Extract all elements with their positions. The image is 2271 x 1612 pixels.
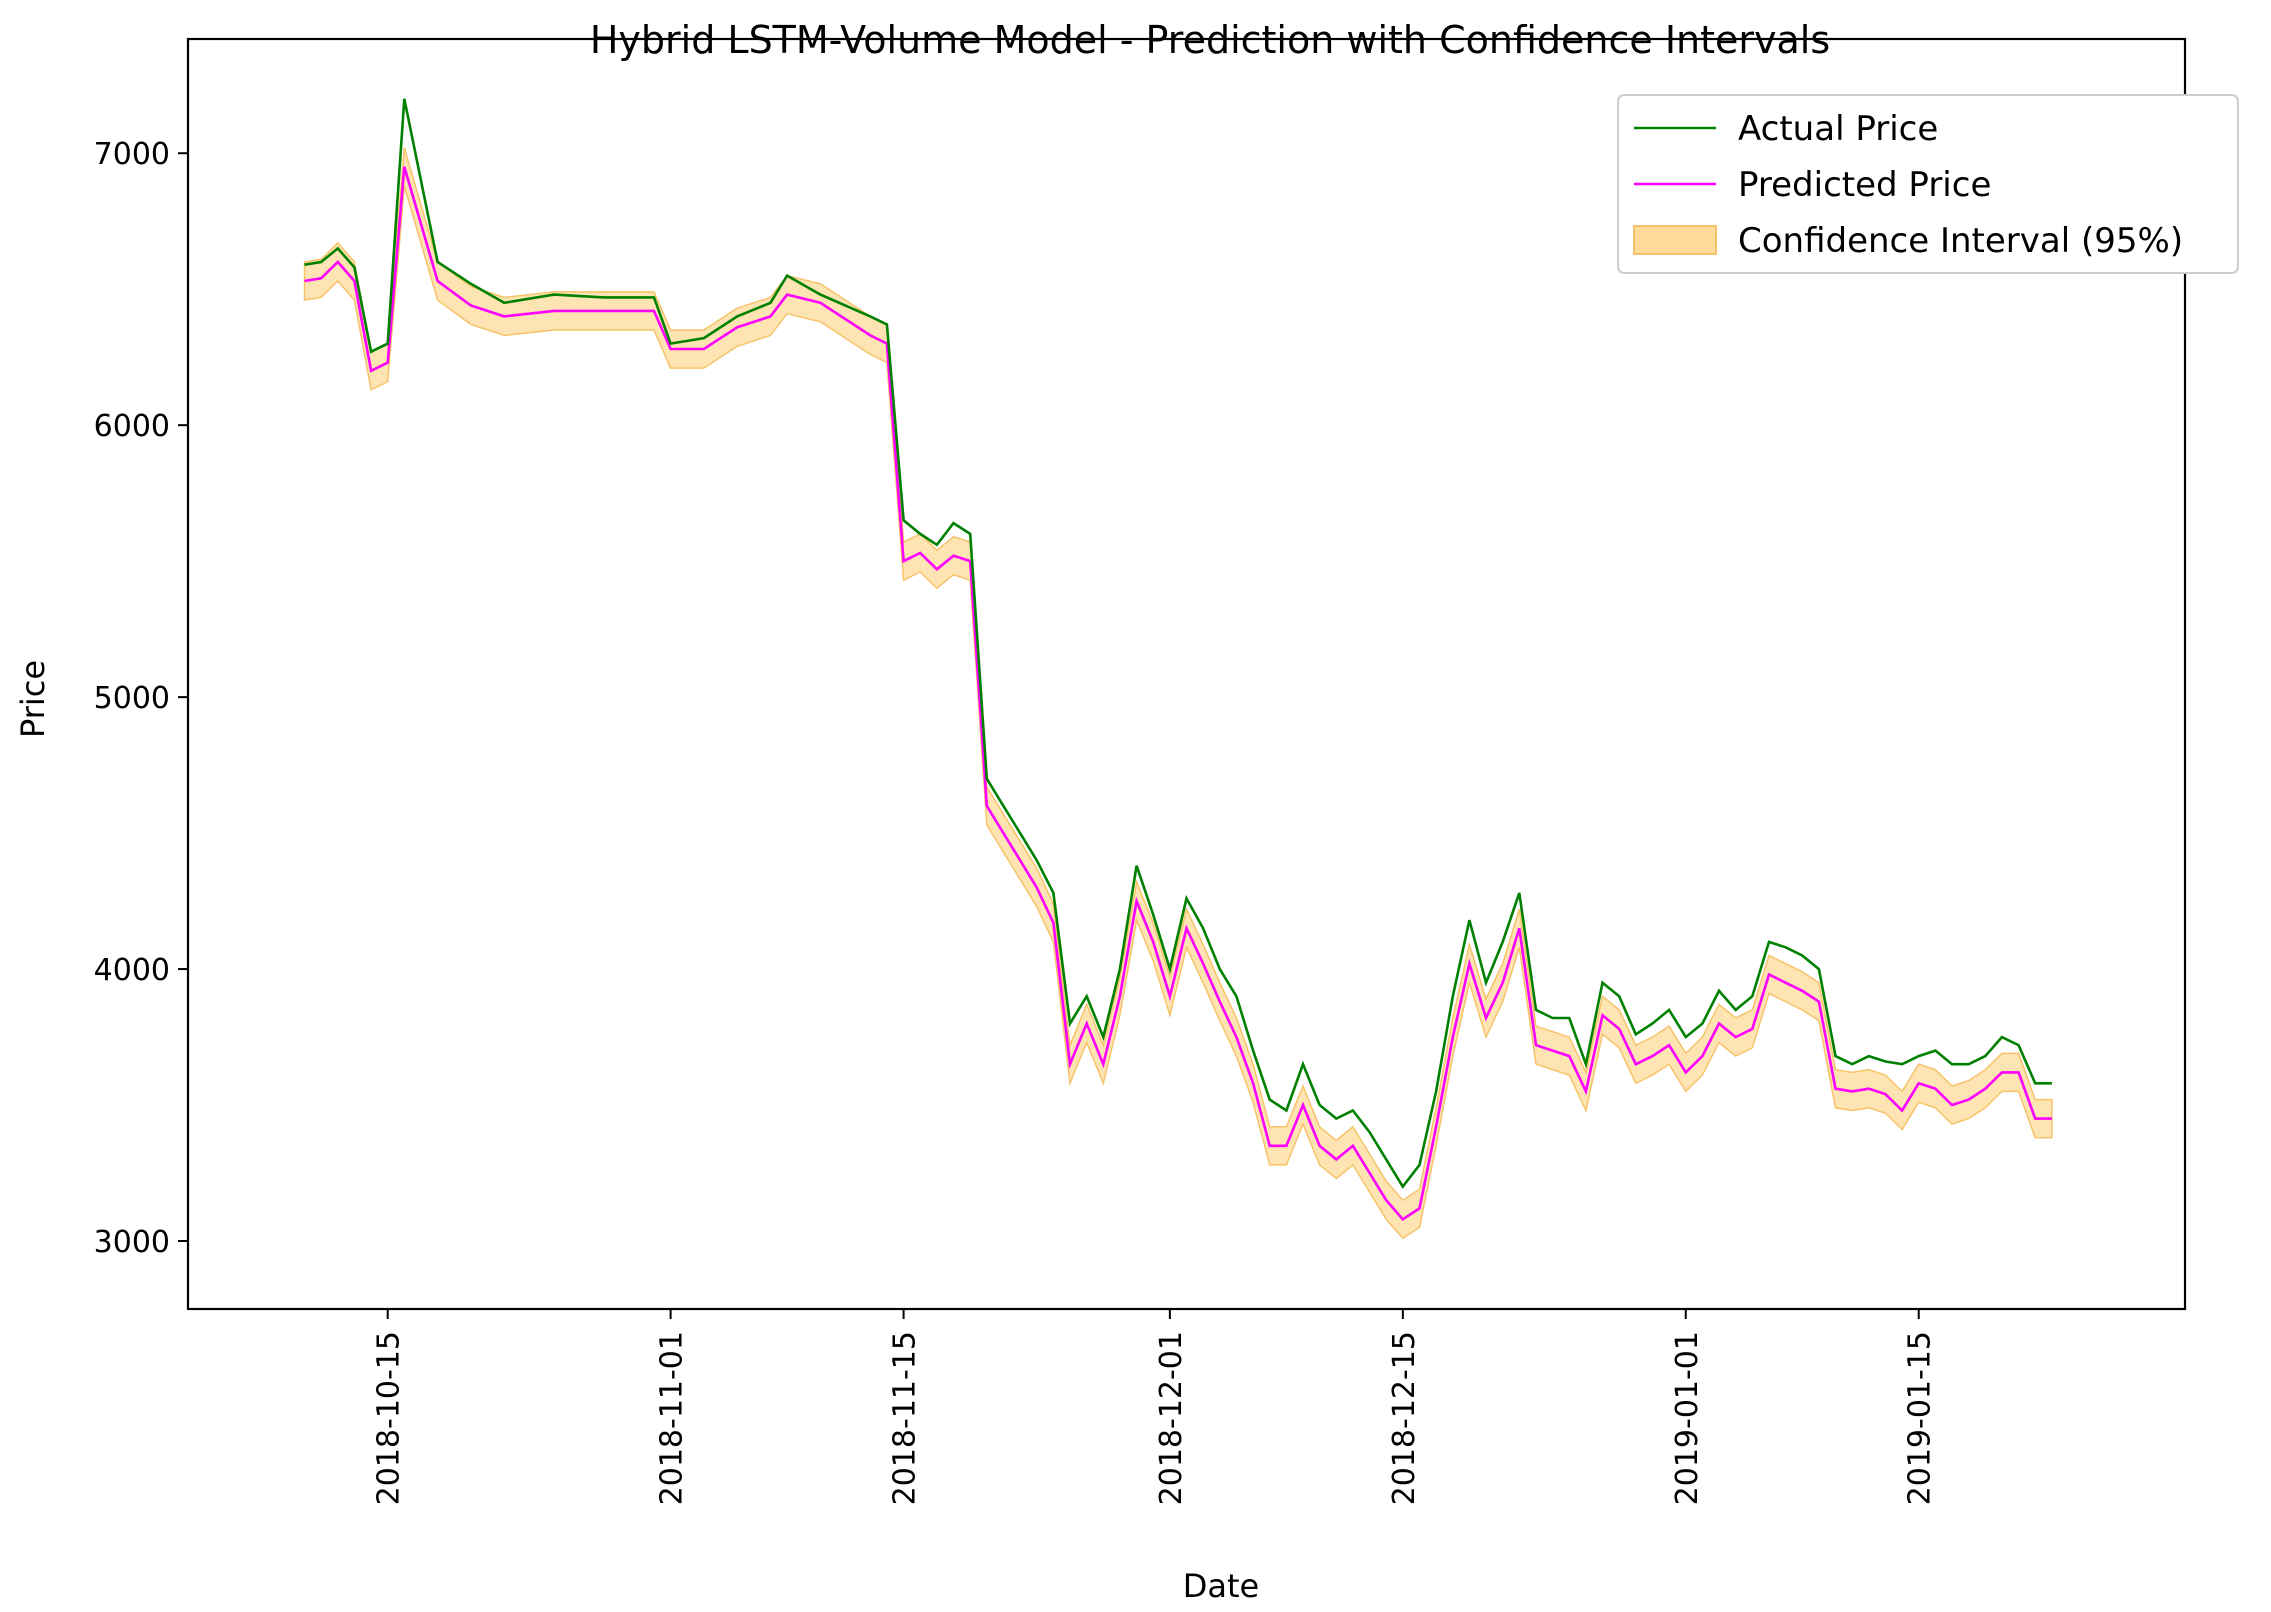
legend-actual-label: Actual Price (1738, 109, 1938, 149)
y-tick-label: 5000 (94, 681, 170, 716)
x-tick-label: 2018-10-15 (372, 1331, 407, 1505)
y-tick-label: 4000 (94, 953, 170, 988)
legend-band-swatch (1633, 225, 1717, 255)
plot-frame (186, 37, 2187, 1311)
y-tick-label: 6000 (94, 409, 170, 444)
predicted-price-line (304, 166, 2052, 1222)
confidence-band (303, 147, 2053, 1240)
legend-band-label: Confidence Interval (95%) (1738, 221, 2183, 261)
legend-box (1617, 94, 2239, 274)
y-axis: 3000 4000 5000 6000 7000 (94, 137, 188, 1260)
x-axis-title: Date (1183, 1567, 1259, 1605)
y-tick-label: 3000 (94, 1225, 170, 1260)
x-tick-label: 2019-01-15 (1903, 1331, 1938, 1505)
x-tick-label: 2018-12-01 (1154, 1331, 1189, 1505)
y-tick-label: 7000 (94, 137, 170, 172)
x-tick-label: 2019-01-01 (1670, 1331, 1705, 1505)
x-tick-label: 2018-11-01 (655, 1331, 690, 1505)
plot-area (303, 98, 2053, 1240)
legend-predicted-label: Predicted Price (1738, 165, 1991, 205)
x-axis: 2018-10-15 2018-11-01 2018-11-15 2018-12-01… (372, 1309, 1938, 1505)
legend: Actual Price Predicted Price Confidence … (1617, 94, 2239, 274)
actual-price-line (304, 98, 2052, 1189)
x-tick-label: 2018-12-15 (1387, 1331, 1422, 1505)
x-tick-label: 2018-11-15 (888, 1331, 923, 1505)
y-axis-title: Price (14, 660, 52, 738)
